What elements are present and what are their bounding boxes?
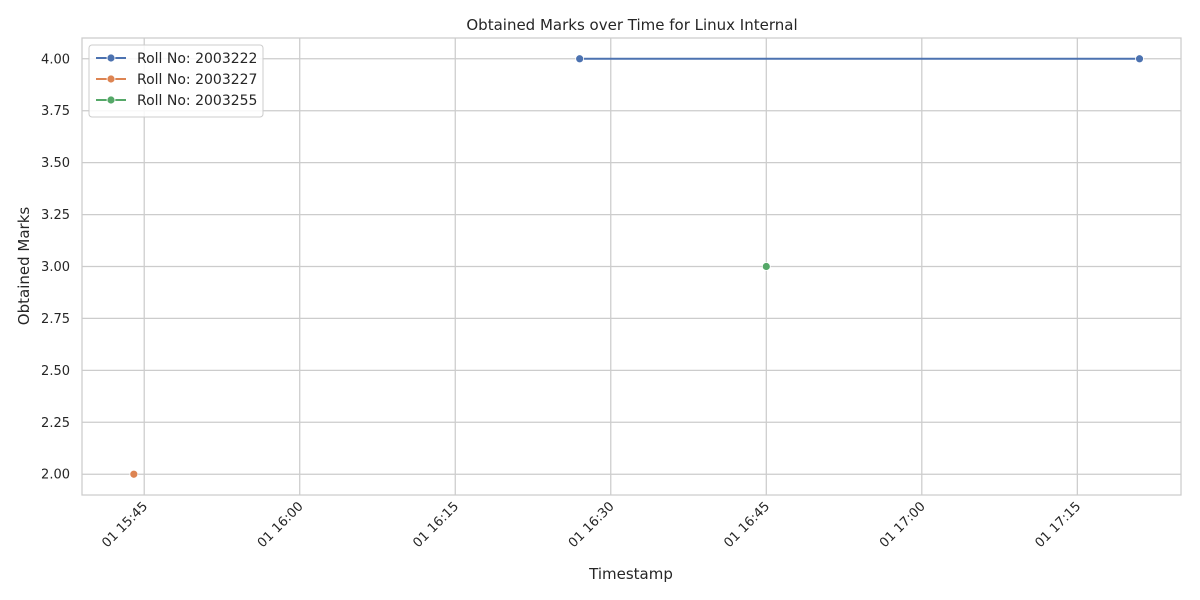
x-tick-label: 01 17:15 (1032, 499, 1084, 551)
y-axis-label: Obtained Marks (15, 207, 33, 326)
plot-frame (81, 37, 1182, 496)
y-tick-label: 2.25 (41, 416, 70, 431)
x-tick-label: 01 15:45 (99, 499, 151, 551)
data-point (129, 469, 139, 479)
x-tick-labels: 01 15:45 01 16:00 01 16:15 01 16:30 01 16:45… (99, 499, 1084, 551)
series-2 (761, 262, 771, 271)
legend-marker (106, 74, 116, 84)
x-tick-label: 01 16:30 (566, 499, 618, 551)
legend-marker (106, 53, 116, 63)
series-1 (129, 469, 139, 479)
y-tick-labels: 2.00 2.25 2.50 2.75 3.00 3.25 3.50 3.75 4.00 (41, 52, 70, 482)
x-tick-label: 01 16:45 (721, 499, 773, 551)
chart-title: Obtained Marks over Time for Linux Inter… (466, 16, 797, 34)
legend-item: Roll No: 2003255 (96, 93, 257, 109)
y-tick-label: 4.00 (41, 52, 70, 67)
legend-item: Roll No: 2003222 (96, 51, 257, 67)
data-point (1135, 54, 1144, 64)
y-tick-label: 3.00 (41, 260, 70, 275)
x-tick-label: 01 16:15 (410, 499, 462, 551)
y-tick-label: 2.50 (41, 364, 70, 379)
y-tick-label: 2.00 (41, 468, 70, 483)
x-tick-label: 01 17:00 (877, 499, 929, 551)
legend-item: Roll No: 2003227 (96, 72, 257, 88)
series-0 (575, 54, 1144, 64)
y-tick-label: 3.75 (41, 104, 70, 119)
series (129, 54, 1144, 479)
x-axis-label: Timestamp (588, 565, 673, 583)
y-tick-label: 3.50 (41, 156, 70, 171)
legend-marker (106, 95, 116, 105)
legend-frame (88, 44, 264, 118)
legend-label: Roll No: 2003222 (137, 51, 257, 67)
legend-label: Roll No: 2003227 (137, 72, 257, 88)
y-tick-label: 2.75 (41, 312, 70, 327)
x-tick-label: 01 16:00 (255, 499, 307, 551)
data-point (761, 262, 771, 271)
legend: Roll No: 2003222 Roll No: 2003227 Roll No:… (88, 44, 264, 118)
data-point (575, 54, 585, 64)
legend-label: Roll No: 2003255 (137, 93, 257, 109)
y-tick-label: 3.25 (41, 208, 70, 223)
